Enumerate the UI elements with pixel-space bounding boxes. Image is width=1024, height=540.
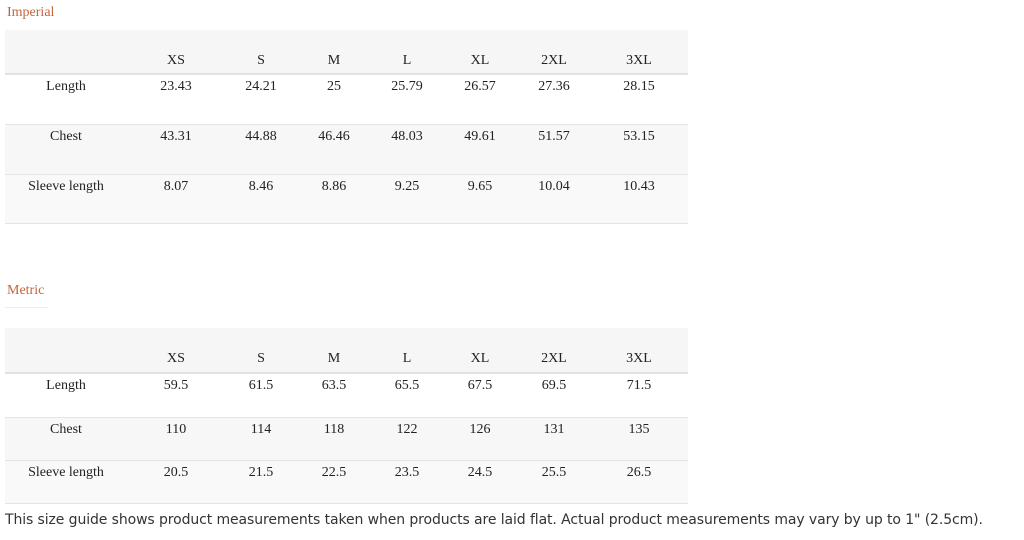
- measurement: 131: [543, 422, 565, 437]
- measurement: 10.43: [623, 179, 655, 194]
- measurement: 28.15: [623, 79, 655, 94]
- measurement: 43.31: [160, 129, 192, 144]
- measurement: 9.65: [467, 179, 493, 194]
- size-header: S: [257, 351, 265, 366]
- size-header: S: [257, 53, 265, 68]
- section-title: Metric: [7, 283, 45, 298]
- measurement: 8.46: [248, 179, 274, 194]
- size-header: 3XL: [626, 53, 652, 68]
- measurement: 49.61: [464, 129, 496, 144]
- size-header: XS: [167, 53, 185, 68]
- title-underline: [5, 307, 48, 308]
- header-row: XS S M L XL 2XL 3XL: [5, 30, 688, 75]
- measurement: 48.03: [391, 129, 423, 144]
- size-header: 2XL: [541, 53, 567, 68]
- measurement: 10.04: [538, 179, 570, 194]
- size-header: L: [402, 53, 412, 68]
- measurement: 110: [165, 422, 187, 437]
- row-label: Sleeve length: [28, 179, 104, 194]
- table-row: Sleeve length 20.5 21.5 22.5 23.5 24.5 25.5 26.…: [5, 461, 688, 504]
- measurement: 118: [323, 422, 345, 437]
- header-row: XS S M L XL 2XL 3XL: [5, 328, 688, 374]
- size-header: 2XL: [541, 351, 567, 366]
- measurement: 25: [327, 79, 341, 94]
- measurement: 126: [469, 422, 491, 437]
- measurement: 114: [250, 422, 272, 437]
- size-header: M: [327, 53, 341, 68]
- measurement: 135: [628, 422, 650, 437]
- measurement: 67.5: [467, 378, 493, 393]
- row-label: Chest: [50, 129, 82, 144]
- measurement: 25.5: [541, 465, 567, 480]
- table-row: Sleeve length 8.07 8.46 8.86 9.25 9.65 10.04 10…: [5, 175, 688, 224]
- measurement: 20.5: [163, 465, 189, 480]
- footnote: This size guide shows product measuremen…: [5, 512, 983, 528]
- row-label: Chest: [50, 422, 82, 437]
- measurement: 23.5: [394, 465, 420, 480]
- measurement: 8.86: [321, 179, 347, 194]
- measurement: 21.5: [248, 465, 274, 480]
- measurement: 122: [396, 422, 418, 437]
- measurement: 23.43: [160, 79, 192, 94]
- row-label: Length: [46, 79, 86, 94]
- table-row: Chest 110 114 118 122 126 131 135: [5, 418, 688, 461]
- measurement: 46.46: [318, 129, 350, 144]
- size-header: XS: [167, 351, 185, 366]
- measurement: 8.07: [163, 179, 189, 194]
- measurement: 69.5: [541, 378, 567, 393]
- measurement: 71.5: [626, 378, 652, 393]
- table-row: Length 23.43 24.21 25 25.79 26.57 27.36 28.15: [5, 75, 688, 125]
- measurement: 26.5: [626, 465, 652, 480]
- measurement: 25.79: [391, 79, 423, 94]
- measurement: 24.5: [467, 465, 493, 480]
- size-header: XL: [470, 53, 490, 68]
- measurement: 61.5: [248, 378, 274, 393]
- table-row: Length 59.5 61.5 63.5 65.5 67.5 69.5 71.5: [5, 374, 688, 418]
- size-header: M: [327, 351, 341, 366]
- size-header: XL: [470, 351, 490, 366]
- size-header: L: [402, 351, 412, 366]
- row-label: Length: [46, 378, 86, 393]
- size-header: 3XL: [626, 351, 652, 366]
- measurement: 65.5: [394, 378, 420, 393]
- measurement: 27.36: [538, 79, 570, 94]
- row-label: Sleeve length: [28, 465, 104, 480]
- section-title: Imperial: [7, 5, 55, 20]
- measurement: 26.57: [464, 79, 496, 94]
- measurement: 63.5: [321, 378, 347, 393]
- measurement: 24.21: [245, 79, 277, 94]
- measurement: 9.25: [394, 179, 420, 194]
- measurement: 51.57: [538, 129, 570, 144]
- measurement: 59.5: [163, 378, 189, 393]
- measurement: 44.88: [245, 129, 277, 144]
- measurement: 22.5: [321, 465, 347, 480]
- measurement: 53.15: [623, 129, 655, 144]
- table-row: Chest 43.31 44.88 46.46 48.03 49.61 51.57 53.15: [5, 125, 688, 175]
